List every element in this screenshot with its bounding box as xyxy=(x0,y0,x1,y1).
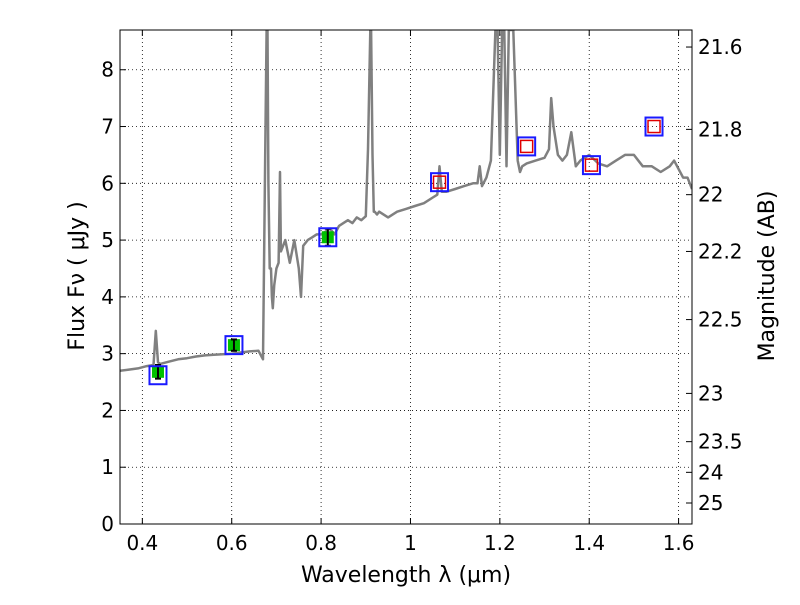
y-tick-label: 4 xyxy=(101,285,114,309)
y-axis-label: Flux Fν ( μJy ) xyxy=(65,201,90,350)
y-tick-label: 0 xyxy=(101,512,114,536)
x-tick-label: 0.6 xyxy=(216,531,248,555)
model-flux-marker xyxy=(644,116,664,137)
y-tick-label: 7 xyxy=(101,115,114,139)
upper-limit-marker xyxy=(519,139,534,154)
right-axis-label: Magnitude (AB) xyxy=(755,191,780,362)
y-tick-label: 8 xyxy=(101,58,114,82)
model-flux-marker xyxy=(517,136,537,157)
model-flux-marker xyxy=(581,155,601,176)
x-tick-label: 1.6 xyxy=(663,531,695,555)
x-tick-label: 0.4 xyxy=(126,531,158,555)
upper-limit-marker xyxy=(647,119,661,134)
y-tick-label: 1 xyxy=(101,455,114,479)
photometry-markers xyxy=(148,116,664,386)
y-tick-label: 6 xyxy=(101,171,114,195)
right-tick-label: 23 xyxy=(698,381,723,405)
spectrum xyxy=(120,30,692,372)
plot-frame xyxy=(119,29,693,525)
ticks: 0.4 0.6 0.8 1 1.2 1.4 1.601234567821.621.82222… xyxy=(101,30,743,555)
right-tick-label: 21.6 xyxy=(698,35,743,59)
right-tick-label: 22.2 xyxy=(698,239,743,263)
right-tick-label: 24 xyxy=(698,460,723,484)
y-tick-label: 2 xyxy=(101,398,114,422)
right-tick-label: 22.5 xyxy=(698,308,743,332)
x-tick-label: 1 xyxy=(404,531,417,555)
model-flux-marker xyxy=(224,335,244,356)
grid xyxy=(120,30,692,524)
right-tick-label: 22 xyxy=(698,183,723,207)
right-tick-label: 25 xyxy=(698,491,723,515)
upper-limit-marker xyxy=(584,158,599,172)
x-axis-label: Wavelength λ (μm) xyxy=(301,563,511,588)
spectrum-line xyxy=(120,30,692,372)
upper-limit-marker xyxy=(432,175,447,189)
model-flux-marker xyxy=(430,172,450,193)
y-tick-label: 5 xyxy=(101,228,114,252)
y-tick-label: 3 xyxy=(101,342,114,366)
model-flux-marker xyxy=(318,227,338,248)
x-tick-label: 1.2 xyxy=(484,531,516,555)
x-tick-label: 0.8 xyxy=(305,531,337,555)
model-flux-marker xyxy=(148,365,168,386)
right-tick-label: 21.8 xyxy=(698,117,743,141)
x-tick-label: 1.4 xyxy=(573,531,605,555)
right-tick-label: 23.5 xyxy=(698,430,743,454)
